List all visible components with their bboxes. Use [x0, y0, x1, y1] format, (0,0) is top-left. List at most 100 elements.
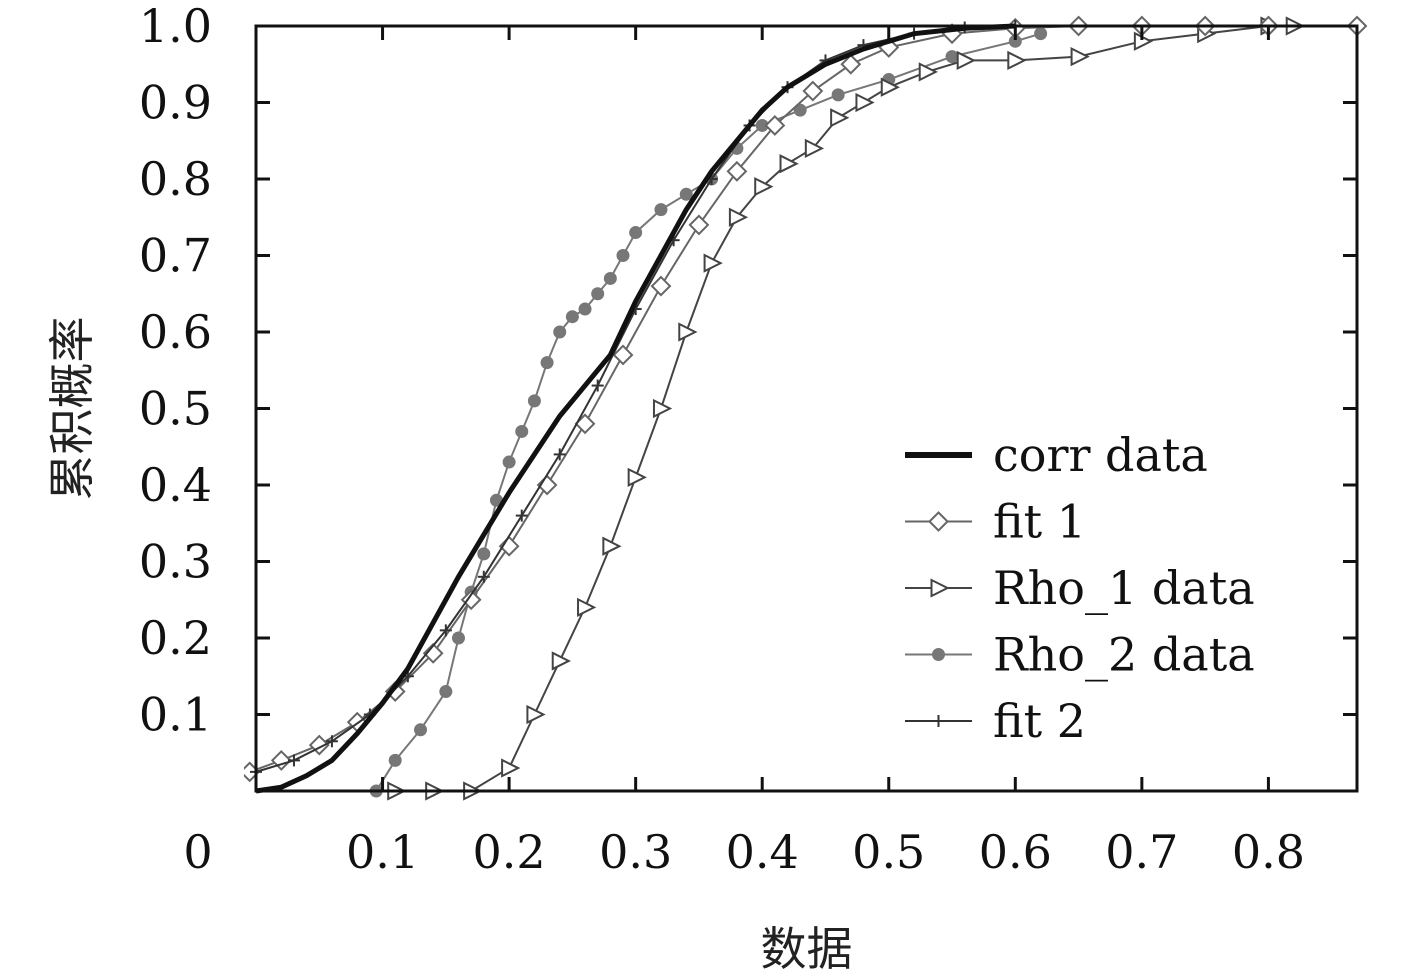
data-point-rho-2-data — [439, 685, 453, 699]
x-tick-label: 0.8 — [1232, 825, 1305, 879]
y-tick-label: 0.6 — [139, 305, 212, 359]
data-point-rho-2-data — [629, 226, 643, 240]
legend-item-rho-2-data: Rho_2 data — [905, 628, 1255, 682]
data-point-fit-2 — [325, 735, 338, 748]
series-line-fit-2 — [255, 25, 1016, 773]
data-point-fit-1 — [688, 214, 710, 236]
series-fit-2 — [250, 20, 1022, 778]
data-point-fit-1 — [764, 115, 786, 136]
legend-label: corr data — [993, 428, 1208, 482]
data-point-fit-2 — [591, 379, 604, 392]
data-point-rho-2-data — [565, 310, 579, 324]
data-point-rho-1-data — [678, 322, 698, 342]
data-point-rho-2-data — [679, 187, 693, 201]
x-tick-label: 0.7 — [1105, 825, 1178, 879]
data-point-rho-2-data — [388, 753, 402, 767]
y-axis-label: 累积概率 — [45, 317, 99, 501]
legend-label: Rho_2 data — [993, 628, 1255, 682]
legend-swatch-marker — [928, 511, 949, 532]
legend-swatch-marker — [932, 648, 945, 661]
y-tick-label: 0.5 — [139, 382, 212, 436]
y-tick-label: 0.4 — [139, 458, 212, 512]
legend-label: Rho_1 data — [993, 561, 1255, 615]
x-tick-label: 0.6 — [979, 825, 1052, 879]
legend-item-fit-2: fit 2 — [905, 694, 1086, 748]
legend-item-rho-1-data: Rho_1 data — [905, 561, 1255, 615]
data-point-rho-1-data — [501, 758, 521, 778]
data-point-fit-2 — [515, 509, 528, 522]
y-tick-label: 0.7 — [139, 229, 212, 283]
data-point-rho-2-data — [414, 723, 428, 737]
data-point-rho-1-data — [1007, 50, 1027, 71]
data-point-fit-1 — [802, 80, 824, 102]
series-line-rho-2-data — [375, 32, 1041, 792]
axis-ticks: 0.1 0.2 0.3 0.4 0.5 0.6 0.7 0.8 0.1 0.2 0.3 0.4 0.5 0… — [139, 0, 1357, 879]
data-point-fit-1 — [612, 344, 634, 366]
legend-swatch-marker — [930, 578, 950, 598]
data-point-rho-2-data — [515, 424, 529, 438]
data-point-rho-2-data — [477, 547, 491, 561]
x-tick-label: 0.3 — [599, 825, 672, 879]
data-point-rho-2-data — [945, 50, 959, 64]
data-point-rho-2-data — [527, 394, 541, 408]
x-tick-label: 0.2 — [473, 825, 546, 879]
data-point-rho-1-data — [526, 704, 546, 725]
data-point-rho-1-data — [956, 50, 976, 71]
data-point-fit-1 — [574, 413, 596, 435]
series-rho-1-data — [387, 16, 1305, 801]
x-tick-label: 0.1 — [346, 825, 419, 879]
data-point-rho-1-data — [880, 77, 900, 97]
data-point-rho-1-data — [602, 536, 622, 556]
data-point-rho-1-data — [804, 138, 825, 159]
data-point-rho-2-data — [603, 271, 617, 285]
y-tick-label: 0.8 — [139, 152, 212, 206]
data-point-rho-2-data — [502, 455, 516, 469]
legend-label: fit 2 — [993, 694, 1086, 748]
data-point-rho-2-data — [591, 287, 605, 301]
y-tick-label: 0.1 — [139, 688, 212, 742]
data-point-rho-1-data — [627, 467, 647, 487]
series-corr-data — [255, 23, 1016, 794]
data-point-rho-1-data — [830, 108, 850, 128]
data-point-rho-2-data — [793, 103, 807, 117]
y-tick-label: 0.9 — [139, 76, 212, 130]
legend-label: fit 1 — [993, 495, 1086, 549]
plot-data-layer — [244, 15, 1368, 801]
data-point-rho-2-data — [831, 88, 845, 102]
x-axis-label: 数据 — [761, 922, 853, 976]
data-point-rho-1-data — [728, 207, 749, 227]
data-point-fit-1 — [650, 275, 672, 297]
data-point-rho-2-data — [451, 631, 465, 645]
series-rho-2-data — [369, 27, 1048, 798]
y-tick-label: 1.0 — [139, 0, 212, 53]
x-tick-label: 0.4 — [726, 825, 799, 879]
data-point-rho-2-data — [540, 356, 554, 370]
data-point-rho-2-data — [616, 249, 630, 262]
data-point-rho-1-data — [779, 154, 799, 174]
origin-label: 0 — [183, 825, 212, 879]
data-point-fit-2 — [553, 448, 566, 461]
data-point-rho-1-data — [918, 62, 938, 82]
data-point-rho-1-data — [754, 177, 774, 197]
y-tick-label: 0.2 — [139, 611, 212, 665]
y-tick-label: 0.3 — [139, 535, 212, 589]
data-point-rho-1-data — [652, 398, 673, 419]
data-point-fit-2 — [439, 624, 452, 637]
data-point-rho-1-data — [1070, 46, 1090, 67]
data-point-rho-1-data — [855, 92, 875, 113]
legend-swatch-marker — [932, 715, 945, 727]
data-point-fit-1 — [840, 53, 862, 75]
legend: corr data fit 1 Rho_1 data Rho_2 data fit 2 — [905, 428, 1255, 748]
legend-item-corr-data: corr data — [905, 428, 1208, 482]
data-point-rho-2-data — [578, 302, 592, 316]
data-point-fit-1 — [460, 589, 482, 611]
data-point-fit-2 — [477, 570, 490, 583]
data-point-fit-1 — [422, 642, 444, 664]
data-point-rho-2-data — [654, 203, 668, 217]
data-point-rho-1-data — [703, 253, 723, 273]
data-point-fit-2 — [287, 754, 300, 767]
data-point-rho-1-data — [577, 597, 597, 618]
data-point-rho-1-data — [551, 651, 571, 671]
